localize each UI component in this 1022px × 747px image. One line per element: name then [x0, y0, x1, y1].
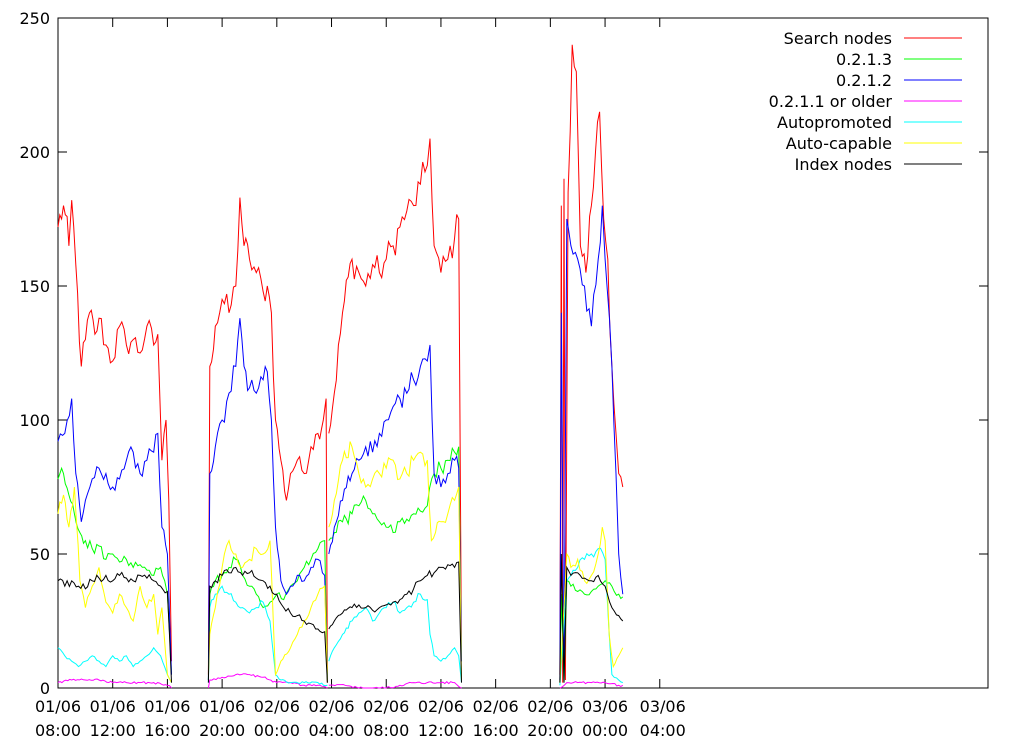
legend-label: Autopromoted: [777, 113, 892, 132]
series-line: [328, 681, 462, 689]
series-line: [559, 681, 624, 689]
legend-label: Search nodes: [784, 29, 892, 48]
series-line: [207, 539, 328, 683]
x-tick-label-time: 12:00: [418, 721, 464, 740]
x-tick-label-date: 01/06: [90, 697, 136, 716]
series-line: [207, 566, 328, 683]
series-line: [328, 441, 462, 681]
x-axis: 01/06 08:00 01/06 12:00 01/06 16:00 01/06 20:00…: [35, 18, 686, 740]
series-line: [559, 527, 624, 683]
series-index-nodes: [57, 553, 624, 683]
series-line: [57, 200, 172, 662]
series-line: [57, 466, 172, 675]
x-tick-label-date: 01/06: [144, 697, 190, 716]
x-tick-label-date: 01/06: [35, 697, 81, 716]
series-line: [328, 446, 462, 662]
y-tick-label: 250: [19, 9, 50, 28]
series-line: [559, 205, 624, 683]
series-layer: [57, 44, 624, 689]
series-line: [559, 553, 624, 683]
legend-label: 0.2.1.3: [836, 50, 892, 69]
x-tick-label-time: 08:00: [35, 721, 81, 740]
x-tick-label-time: 20:00: [199, 721, 245, 740]
series-line: [559, 547, 623, 686]
series-autopromoted: [57, 547, 623, 687]
series-line: [328, 561, 462, 683]
legend-label: Auto-capable: [786, 134, 892, 153]
x-tick-label-date: 03/06: [640, 697, 686, 716]
x-tick-label-date: 02/06: [308, 697, 354, 716]
x-tick-label-time: 20:00: [527, 721, 573, 740]
x-tick-label-time: 16:00: [144, 721, 190, 740]
x-tick-label-date: 01/06: [199, 697, 245, 716]
series-line: [328, 592, 462, 683]
x-tick-label-date: 02/06: [363, 697, 409, 716]
x-tick-label-time: 12:00: [90, 721, 136, 740]
x-tick-label-date: 03/06: [582, 697, 628, 716]
series-line: [559, 580, 624, 683]
y-tick-label: 50: [30, 545, 50, 564]
series-line: [57, 486, 172, 683]
series-line: [57, 646, 172, 683]
y-tick-label: 0: [40, 679, 50, 698]
series-0-2-1-2: [57, 205, 624, 683]
x-tick-label-time: 00:00: [254, 721, 300, 740]
series-line: [559, 44, 624, 683]
series-line: [57, 678, 172, 689]
x-tick-label-date: 02/06: [473, 697, 519, 716]
series-auto-capable: [57, 441, 624, 683]
x-tick-label-time: 16:00: [473, 721, 519, 740]
series-line: [328, 344, 462, 662]
series-line: [207, 585, 328, 687]
series-line: [207, 539, 328, 681]
legend-label: Index nodes: [795, 155, 892, 174]
y-tick-label: 100: [19, 411, 50, 430]
y-tick-label: 150: [19, 277, 50, 296]
series-line: [57, 398, 172, 675]
series-line: [207, 673, 328, 689]
series-line: [57, 571, 172, 683]
series-line: [207, 318, 328, 683]
series-line: [328, 138, 462, 662]
legend-label: 0.2.1.1 or older: [769, 92, 893, 111]
legend-label: 0.2.1.2: [836, 71, 892, 90]
x-tick-label-time: 00:00: [582, 721, 628, 740]
legend: Search nodes 0.2.1.3 0.2.1.2 0.2.1.1 or old…: [769, 29, 962, 174]
series-line: [207, 197, 328, 683]
plot-frame: [57, 17, 989, 689]
x-tick-label-time: 08:00: [363, 721, 409, 740]
series-0-2-1-3: [57, 446, 624, 683]
y-tick-label: 200: [19, 143, 50, 162]
x-tick-label-date: 02/06: [254, 697, 300, 716]
series-search-nodes: [57, 44, 624, 683]
x-tick-label-time: 04:00: [640, 721, 686, 740]
x-tick-label-date: 02/06: [418, 697, 464, 716]
y-axis: 0 50 100 150 200 250: [19, 9, 988, 698]
x-tick-label-time: 04:00: [308, 721, 354, 740]
x-tick-label-date: 02/06: [527, 697, 573, 716]
series-0-2-1-1-or-older: [57, 673, 624, 689]
